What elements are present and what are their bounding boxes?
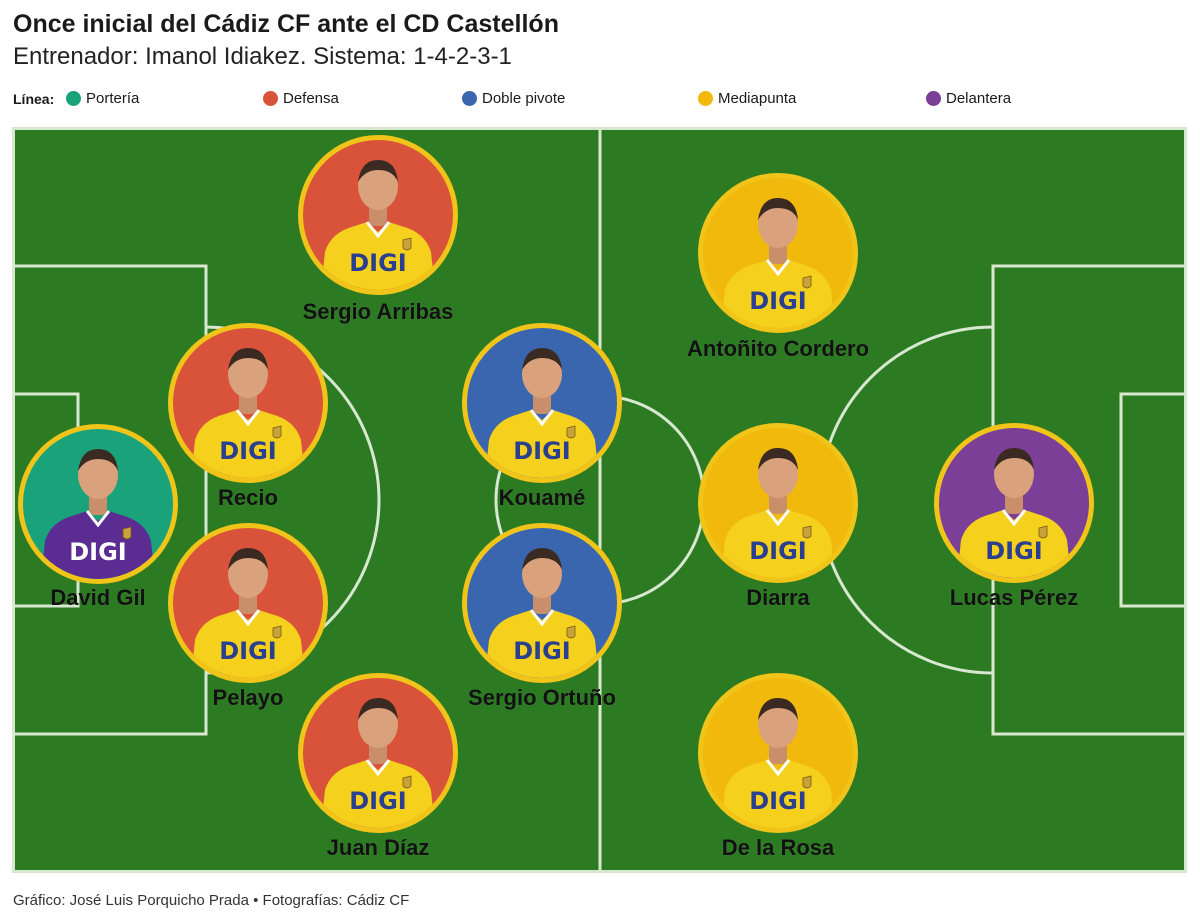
player-antonito-cordero: DIGI Antoñito Cordero bbox=[687, 173, 869, 361]
legend-item-defensa: Defensa bbox=[263, 90, 339, 107]
player-recio: DIGI Recio bbox=[168, 323, 328, 510]
player-name: Sergio Arribas bbox=[302, 299, 454, 324]
player-name: Juan Díaz bbox=[326, 835, 430, 860]
player-photo: DIGI bbox=[698, 423, 858, 583]
player-photo: DIGI bbox=[462, 523, 622, 683]
player-name: Antoñito Cordero bbox=[686, 336, 870, 361]
left-penalty-area bbox=[12, 264, 208, 736]
jersey-sponsor: DIGI bbox=[749, 287, 806, 315]
legend-item-delantera: Delantera bbox=[926, 90, 1011, 107]
player-kouame: DIGI Kouamé bbox=[462, 323, 622, 510]
legend-dot-delantera-icon bbox=[926, 91, 941, 106]
player-sergio-arribas: DIGI Sergio Arribas bbox=[298, 135, 458, 324]
jersey-sponsor: DIGI bbox=[749, 787, 806, 815]
player-name: Recio bbox=[218, 485, 278, 510]
legend-item-doble-pivote: Doble pivote bbox=[462, 90, 565, 107]
player-photo: DIGI bbox=[168, 323, 328, 483]
player-photo: DIGI bbox=[298, 135, 458, 295]
legend-item-mediapunta: Mediapunta bbox=[698, 90, 796, 107]
jersey-sponsor: DIGI bbox=[985, 537, 1042, 565]
player-diarra: DIGI Diarra bbox=[698, 423, 858, 610]
player-figure-icon: DIGI bbox=[191, 548, 305, 678]
player-figure-icon: DIGI bbox=[485, 548, 599, 678]
legend-dot-porteria-icon bbox=[66, 91, 81, 106]
legend-label: Mediapunta bbox=[718, 90, 797, 107]
jersey-sponsor: DIGI bbox=[219, 637, 276, 665]
player-photo: DIGI bbox=[698, 673, 858, 833]
player-photo: DIGI bbox=[934, 423, 1094, 583]
legend-label: Defensa bbox=[283, 90, 339, 107]
player-figure-icon: DIGI bbox=[721, 198, 835, 328]
player-figure-icon: DIGI bbox=[321, 160, 435, 290]
player-photo: DIGI bbox=[698, 173, 858, 333]
player-figure-icon: DIGI bbox=[721, 698, 835, 828]
player-figure-icon: DIGI bbox=[721, 448, 835, 578]
player-name: Sergio Ortuño bbox=[468, 685, 616, 710]
legend-item-porteria: Portería bbox=[66, 90, 139, 107]
jersey-sponsor: DIGI bbox=[513, 437, 570, 465]
player-photo: DIGI bbox=[462, 323, 622, 483]
player-figure-icon: DIGI bbox=[191, 348, 305, 478]
footer-credits: Gráfico: José Luis Porquicho Prada • Fot… bbox=[13, 892, 410, 909]
legend-dot-mediapunta-icon bbox=[698, 91, 713, 106]
player-juan-diaz: DIGI Juan Díaz bbox=[298, 673, 458, 860]
jersey-sponsor: DIGI bbox=[219, 437, 276, 465]
legend-dot-doble-pivote-icon bbox=[462, 91, 477, 106]
jersey-sponsor: DIGI bbox=[349, 249, 406, 277]
jersey-sponsor: DIGI bbox=[69, 538, 126, 566]
right-goal-area bbox=[1119, 392, 1187, 608]
player-name: David Gil bbox=[50, 585, 146, 610]
player-name: De la Rosa bbox=[721, 835, 835, 860]
jersey-sponsor: DIGI bbox=[349, 787, 406, 815]
player-de-la-rosa: DIGI De la Rosa bbox=[698, 673, 858, 860]
chart-subtitle: Entrenador: Imanol Idiakez. Sistema: 1-4… bbox=[13, 43, 512, 70]
legend-title: Línea: bbox=[13, 91, 55, 107]
player-photo: DIGI bbox=[18, 424, 178, 584]
player-name: Kouamé bbox=[498, 485, 586, 510]
chart-title: Once inicial del Cádiz CF ante el CD Cas… bbox=[13, 10, 559, 38]
jersey-sponsor: DIGI bbox=[749, 537, 806, 565]
player-figure-icon: DIGI bbox=[321, 698, 435, 828]
player-name: Diarra bbox=[746, 585, 810, 610]
legend-label: Delantera bbox=[946, 90, 1012, 107]
player-figure-icon: DIGI bbox=[957, 448, 1071, 578]
jersey-sponsor: DIGI bbox=[513, 637, 570, 665]
player-pelayo: DIGI Pelayo bbox=[168, 523, 328, 710]
player-name: Pelayo bbox=[212, 685, 284, 710]
player-figure-icon: DIGI bbox=[485, 348, 599, 478]
player-sergio-ortuno: DIGI Sergio Ortuño bbox=[462, 523, 622, 710]
player-photo: DIGI bbox=[168, 523, 328, 683]
player-name: Lucas Pérez bbox=[949, 585, 1079, 610]
legend-dot-defensa-icon bbox=[263, 91, 278, 106]
legend: Línea: Portería Defensa Doble pivote Med… bbox=[13, 90, 1193, 112]
player-photo: DIGI bbox=[298, 673, 458, 833]
legend-label: Portería bbox=[86, 90, 140, 107]
legend-label: Doble pivote bbox=[482, 90, 566, 107]
player-figure-icon: DIGI bbox=[41, 449, 155, 579]
player-david-gil: DIGI David Gil bbox=[18, 424, 178, 610]
player-lucas-perez: DIGI Lucas Pérez bbox=[934, 423, 1094, 610]
